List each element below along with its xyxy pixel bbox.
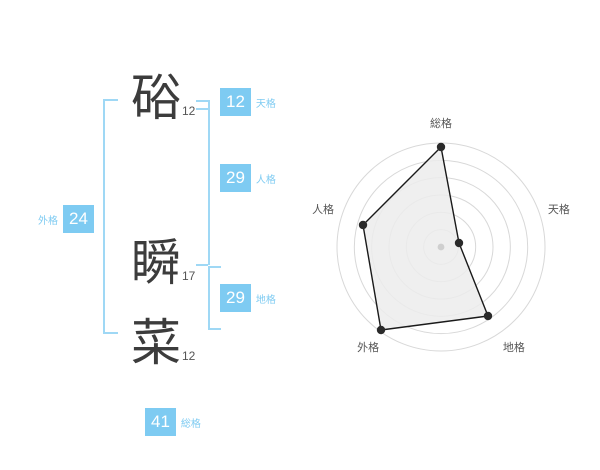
badge-chikaku-value: 29 [220,284,251,312]
badge-tenkaku-value: 12 [220,88,251,116]
badge-gaikaku: 外格 24 [38,205,94,233]
bracket-jinkaku [196,110,210,265]
name-character-3: 菜 [131,314,181,372]
badge-gaikaku-value: 24 [63,205,94,233]
axis-label-tenkaku: 天格 [547,202,570,216]
badge-tenkaku: 12 天格 [220,88,276,116]
axis-label-chikaku: 地格 [502,341,525,355]
name-character-1: 硲 [131,69,181,127]
name-kakusuu-panel: 硲 12 瞬 17 菜 12 12 天格 29 人格 29 地格 外格 24 4… [38,69,276,436]
bracket-gaikaku [103,99,118,334]
badge-jinkaku: 29 人格 [220,164,276,192]
radar-chart: 総格 天格 地格 外格 人格 [300,105,590,380]
axis-label-jinkaku: 人格 [312,202,335,216]
badge-jinkaku-label: 人格 [255,174,276,186]
badge-tenkaku-label: 天格 [255,98,276,110]
radar-chart-svg [336,142,546,352]
badge-jinkaku-value: 29 [220,164,251,192]
badge-soukaku-value: 41 [145,408,176,436]
name-character-2: 瞬 [131,234,181,292]
badge-chikaku-label: 地格 [255,294,276,306]
axis-label-gaikaku: 外格 [357,341,380,355]
bracket-tenkaku [196,100,210,112]
axis-label-soukaku: 総格 [430,117,452,130]
stroke-count-2: 17 [182,269,196,283]
bracket-chikaku [208,266,221,330]
badge-soukaku: 41 総格 [145,408,201,436]
badge-gaikaku-label: 外格 [38,215,58,227]
badge-chikaku: 29 地格 [220,284,276,312]
bracket-jinkaku-top-cap [196,108,208,110]
badge-soukaku-label: 総格 [180,418,201,430]
bracket-jinkaku-bottom-cap [196,264,208,266]
stroke-count-1: 12 [182,104,196,118]
stroke-count-3: 12 [182,349,196,363]
